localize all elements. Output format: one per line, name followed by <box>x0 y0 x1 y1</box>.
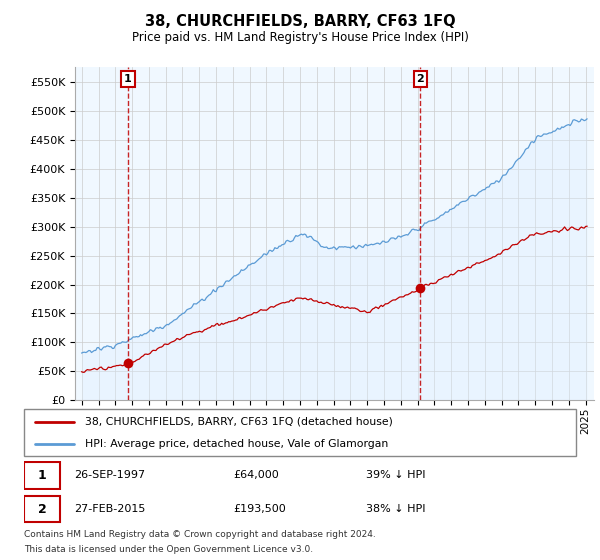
Text: 26-SEP-1997: 26-SEP-1997 <box>74 470 145 480</box>
Text: 38% ↓ HPI: 38% ↓ HPI <box>366 504 426 514</box>
Text: 27-FEB-2015: 27-FEB-2015 <box>74 504 145 514</box>
Text: 2: 2 <box>416 74 424 84</box>
Text: Price paid vs. HM Land Registry's House Price Index (HPI): Price paid vs. HM Land Registry's House … <box>131 31 469 44</box>
FancyBboxPatch shape <box>24 463 60 488</box>
Text: 1: 1 <box>38 469 46 482</box>
Text: Contains HM Land Registry data © Crown copyright and database right 2024.: Contains HM Land Registry data © Crown c… <box>24 530 376 539</box>
Text: 1: 1 <box>124 74 132 84</box>
FancyBboxPatch shape <box>24 496 60 522</box>
Text: 2: 2 <box>38 502 46 516</box>
Text: 38, CHURCHFIELDS, BARRY, CF63 1FQ: 38, CHURCHFIELDS, BARRY, CF63 1FQ <box>145 14 455 29</box>
FancyBboxPatch shape <box>24 409 576 456</box>
Text: 39% ↓ HPI: 39% ↓ HPI <box>366 470 426 480</box>
Text: 38, CHURCHFIELDS, BARRY, CF63 1FQ (detached house): 38, CHURCHFIELDS, BARRY, CF63 1FQ (detac… <box>85 417 392 427</box>
Text: £193,500: £193,500 <box>234 504 287 514</box>
Text: HPI: Average price, detached house, Vale of Glamorgan: HPI: Average price, detached house, Vale… <box>85 438 388 449</box>
Text: £64,000: £64,000 <box>234 470 280 480</box>
Text: This data is licensed under the Open Government Licence v3.0.: This data is licensed under the Open Gov… <box>24 545 313 554</box>
